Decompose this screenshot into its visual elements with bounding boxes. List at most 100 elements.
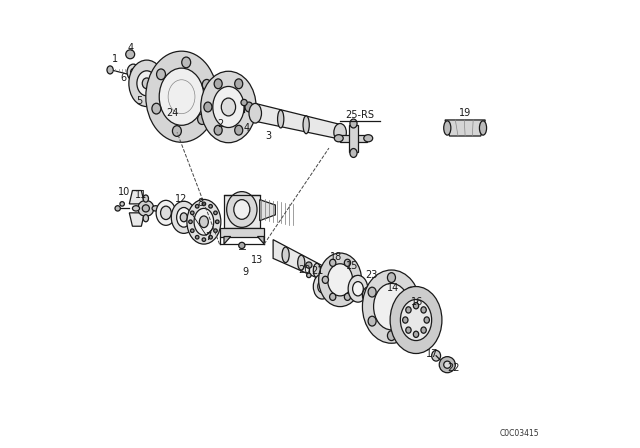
- Ellipse shape: [390, 287, 442, 353]
- Ellipse shape: [214, 229, 217, 233]
- Text: 18: 18: [330, 253, 342, 263]
- Ellipse shape: [479, 121, 486, 135]
- Ellipse shape: [406, 307, 411, 313]
- Ellipse shape: [366, 292, 372, 299]
- Text: 9: 9: [243, 267, 248, 277]
- Polygon shape: [260, 200, 275, 221]
- Polygon shape: [445, 120, 485, 136]
- Ellipse shape: [241, 99, 247, 106]
- Polygon shape: [224, 195, 260, 228]
- Ellipse shape: [204, 102, 212, 112]
- Ellipse shape: [177, 207, 191, 227]
- Ellipse shape: [330, 293, 336, 301]
- Text: 14: 14: [387, 283, 399, 293]
- Ellipse shape: [350, 119, 357, 128]
- Ellipse shape: [421, 327, 426, 333]
- Text: 15: 15: [346, 262, 359, 271]
- Text: 19: 19: [459, 108, 471, 118]
- Ellipse shape: [278, 110, 284, 128]
- Ellipse shape: [227, 192, 257, 227]
- Ellipse shape: [146, 51, 217, 142]
- Ellipse shape: [421, 307, 426, 313]
- Ellipse shape: [306, 262, 312, 268]
- Text: 23: 23: [365, 270, 378, 280]
- Ellipse shape: [364, 135, 372, 142]
- Text: 6: 6: [120, 73, 127, 83]
- Text: 16: 16: [412, 297, 424, 307]
- Ellipse shape: [143, 195, 148, 202]
- Ellipse shape: [187, 199, 221, 244]
- Ellipse shape: [344, 293, 351, 301]
- Ellipse shape: [401, 299, 431, 340]
- Ellipse shape: [132, 206, 140, 211]
- Ellipse shape: [424, 317, 429, 323]
- Ellipse shape: [328, 264, 353, 296]
- Text: 5: 5: [136, 96, 143, 106]
- Polygon shape: [273, 240, 335, 286]
- Ellipse shape: [201, 71, 256, 143]
- Ellipse shape: [172, 201, 196, 233]
- Ellipse shape: [413, 302, 419, 309]
- Ellipse shape: [209, 236, 212, 239]
- Text: C0C03415: C0C03415: [499, 429, 539, 439]
- Ellipse shape: [330, 259, 336, 267]
- Ellipse shape: [107, 66, 113, 74]
- Ellipse shape: [161, 206, 172, 220]
- Ellipse shape: [235, 79, 243, 89]
- Text: 20: 20: [298, 265, 310, 275]
- Ellipse shape: [348, 276, 368, 302]
- Ellipse shape: [352, 276, 358, 284]
- Ellipse shape: [344, 259, 351, 267]
- Ellipse shape: [413, 331, 419, 337]
- Ellipse shape: [195, 236, 199, 239]
- Ellipse shape: [387, 331, 396, 340]
- Polygon shape: [129, 213, 145, 226]
- Ellipse shape: [334, 124, 346, 142]
- Ellipse shape: [350, 149, 357, 157]
- Ellipse shape: [214, 211, 217, 215]
- Ellipse shape: [314, 274, 331, 299]
- Polygon shape: [224, 237, 230, 244]
- Text: 2: 2: [218, 119, 224, 129]
- Ellipse shape: [235, 125, 243, 135]
- Polygon shape: [349, 125, 358, 152]
- Ellipse shape: [182, 57, 191, 68]
- Ellipse shape: [202, 238, 205, 241]
- Ellipse shape: [444, 121, 451, 135]
- Ellipse shape: [387, 273, 396, 283]
- Ellipse shape: [368, 316, 376, 326]
- Text: 22: 22: [448, 363, 460, 373]
- Ellipse shape: [172, 125, 181, 136]
- Ellipse shape: [198, 114, 207, 125]
- Ellipse shape: [131, 69, 136, 76]
- Ellipse shape: [202, 79, 211, 90]
- Ellipse shape: [180, 213, 188, 222]
- Ellipse shape: [407, 316, 415, 326]
- Ellipse shape: [142, 205, 149, 212]
- Text: 1: 1: [111, 54, 118, 64]
- Ellipse shape: [245, 102, 253, 112]
- Ellipse shape: [439, 357, 455, 373]
- Ellipse shape: [362, 270, 420, 343]
- Polygon shape: [220, 228, 264, 237]
- Ellipse shape: [125, 50, 134, 59]
- Ellipse shape: [152, 206, 159, 211]
- Ellipse shape: [334, 135, 343, 142]
- Ellipse shape: [157, 69, 166, 80]
- Polygon shape: [257, 237, 264, 244]
- Ellipse shape: [303, 116, 309, 134]
- Ellipse shape: [221, 98, 236, 116]
- Ellipse shape: [191, 211, 194, 215]
- Polygon shape: [255, 103, 340, 139]
- Ellipse shape: [322, 276, 328, 284]
- Ellipse shape: [249, 103, 262, 123]
- Ellipse shape: [129, 60, 164, 107]
- Text: 8: 8: [197, 198, 204, 207]
- Ellipse shape: [403, 317, 408, 323]
- Ellipse shape: [374, 284, 410, 330]
- Ellipse shape: [137, 71, 157, 96]
- Ellipse shape: [307, 273, 311, 278]
- Ellipse shape: [368, 287, 376, 297]
- Ellipse shape: [353, 282, 364, 296]
- Ellipse shape: [318, 280, 326, 293]
